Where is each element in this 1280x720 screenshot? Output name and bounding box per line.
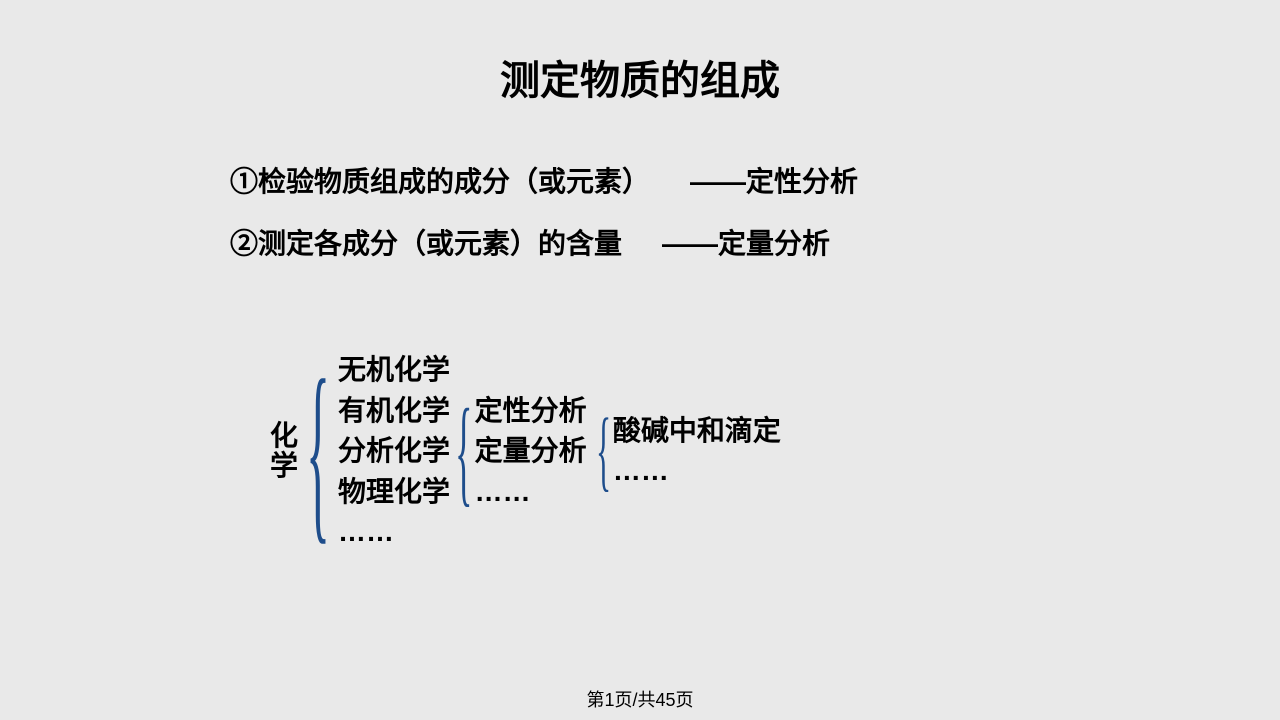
hierarchy-level-2: 定性分析 定量分析 ……	[475, 391, 587, 513]
point-2-right: ——定量分析	[662, 222, 830, 262]
level2-item: ……	[475, 472, 587, 513]
page-number: 第1页/共45页	[586, 686, 693, 712]
level1-item: 物理化学	[338, 472, 450, 513]
level1-item: 分析化学	[338, 431, 450, 472]
brace-2: {	[455, 401, 472, 501]
level2-item: 定量分析	[475, 431, 587, 472]
level1-item: ……	[338, 512, 450, 553]
points-section: ①检验物质组成的成分（或元素） ——定性分析 ②测定各成分（或元素）的含量 ——…	[230, 160, 858, 284]
brace-1: {	[306, 361, 330, 541]
hierarchy-root: 化学	[270, 421, 300, 483]
point-row-1: ①检验物质组成的成分（或元素） ——定性分析	[230, 160, 858, 200]
brace-3: {	[596, 416, 611, 486]
level1-item: 有机化学	[338, 391, 450, 432]
point-2-left: ②测定各成分（或元素）的含量	[230, 222, 622, 262]
level3-item: 酸碱中和滴定	[613, 411, 781, 452]
slide-container: 测定物质的组成 ①检验物质组成的成分（或元素） ——定性分析 ②测定各成分（或元…	[0, 0, 1280, 720]
point-1-left: ①检验物质组成的成分（或元素）	[230, 160, 650, 200]
level2-item: 定性分析	[475, 391, 587, 432]
level3-item: ……	[613, 451, 781, 492]
point-row-2: ②测定各成分（或元素）的含量 ——定量分析	[230, 222, 858, 262]
level1-item: 无机化学	[338, 350, 450, 391]
point-1-right: ——定性分析	[690, 160, 858, 200]
hierarchy-diagram: 化学 { 无机化学 有机化学 分析化学 物理化学 …… { 定性分析 定量分析 …	[270, 350, 781, 553]
hierarchy-level-1: 无机化学 有机化学 分析化学 物理化学 ……	[338, 350, 450, 553]
hierarchy-level-3: 酸碱中和滴定 ……	[613, 411, 781, 492]
slide-title: 测定物质的组成	[500, 48, 780, 106]
